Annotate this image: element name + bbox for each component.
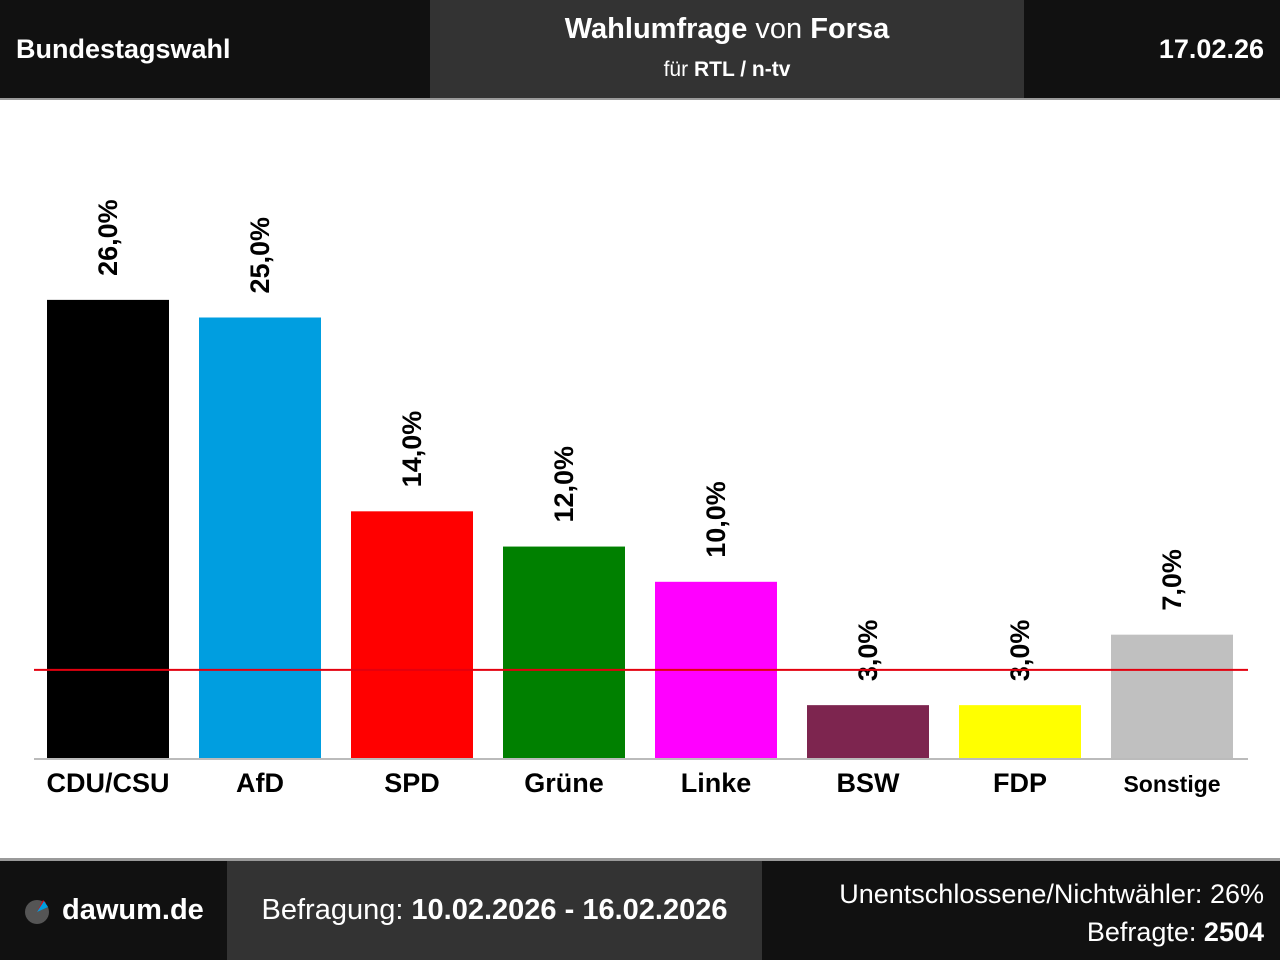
bar-sonstige xyxy=(1111,634,1233,758)
category-label-spd: SPD xyxy=(384,768,440,798)
value-label-sonstige: 7,0% xyxy=(1157,549,1187,611)
dawum-logo-icon xyxy=(25,899,49,924)
footer-divider xyxy=(0,858,1280,861)
bar-spd xyxy=(351,511,473,758)
category-labels-group: CDU/CSU AfD SPD Grüne Linke BSW FDP Sonstige xyxy=(46,768,1220,798)
header-divider xyxy=(0,98,1280,100)
bar-bsw xyxy=(807,705,929,758)
category-label-linke: Linke xyxy=(681,768,752,798)
poll-title-connector: von xyxy=(755,13,803,45)
undecided-line: Unentschlossene/Nichtwähler: 26% xyxy=(839,875,1264,913)
poll-bar-chart: 26,0% 25,0% 14,0% 12,0% 10,0% 3,0% 3,0% 7,0% CD… xyxy=(34,199,1248,798)
bar-cdu-csu xyxy=(47,299,169,758)
survey-period-box: Befragung: 10.02.2026 - 16.02.2026 xyxy=(227,861,762,960)
footer-bar: dawum.de Befragung: 10.02.2026 - 16.02.2… xyxy=(0,861,1280,960)
header-bar: Bundestagswahl Wahlumfrage von Forsa für… xyxy=(0,0,1280,98)
value-label-spd: 14,0% xyxy=(397,411,427,488)
poll-institute: Forsa xyxy=(810,13,890,45)
survey-stats: Unentschlossene/Nichtwähler: 26% Befragt… xyxy=(839,875,1264,951)
value-label-linke: 10,0% xyxy=(701,481,731,558)
undecided-label: Unentschlossene/Nichtwähler: xyxy=(839,879,1203,909)
respondents-value: 2504 xyxy=(1203,917,1264,947)
respondents-label: Befragte: xyxy=(1086,917,1197,947)
category-label-cdu-csu: CDU/CSU xyxy=(46,768,169,798)
value-label-cdu-csu: 26,0% xyxy=(93,199,123,276)
site-name: dawum.de xyxy=(62,894,204,926)
category-label-sonstige: Sonstige xyxy=(1123,771,1220,797)
poll-client-prefix: für xyxy=(663,58,689,81)
bar-afd xyxy=(199,317,321,758)
poll-client: für RTL / n-tv xyxy=(430,58,1024,82)
survey-period-label: Befragung: xyxy=(261,894,404,926)
value-labels-group: 26,0% 25,0% 14,0% 12,0% 10,0% 3,0% 3,0% 7,0% xyxy=(93,199,1187,681)
bar-fdp xyxy=(959,705,1081,758)
election-title: Bundestagswahl xyxy=(16,34,231,64)
undecided-value: 26% xyxy=(1209,879,1264,909)
poll-client-name: RTL / n-tv xyxy=(693,58,791,81)
value-label-gr-ne: 12,0% xyxy=(549,446,579,523)
poll-date: 17.02.26 xyxy=(1158,34,1264,64)
respondents-line: Befragte: 2504 xyxy=(839,913,1264,951)
poll-title-box: Wahlumfrage von Forsa für RTL / n-tv xyxy=(430,0,1024,98)
poll-title: Wahlumfrage von Forsa xyxy=(430,13,1024,46)
bar-gr-ne xyxy=(503,546,625,758)
category-label-afd: AfD xyxy=(236,768,284,798)
site-brand[interactable]: dawum.de xyxy=(24,861,204,960)
category-label-fdp: FDP xyxy=(993,768,1047,798)
survey-period-value: 10.02.2026 - 16.02.2026 xyxy=(411,894,728,926)
bars-group xyxy=(47,299,1233,758)
poll-title-main: Wahlumfrage xyxy=(564,13,748,45)
category-label-gr-ne: Grüne xyxy=(524,768,604,798)
value-label-bsw: 3,0% xyxy=(853,620,883,682)
category-label-bsw: BSW xyxy=(837,768,901,798)
value-label-afd: 25,0% xyxy=(245,217,275,294)
value-label-fdp: 3,0% xyxy=(1005,620,1035,682)
